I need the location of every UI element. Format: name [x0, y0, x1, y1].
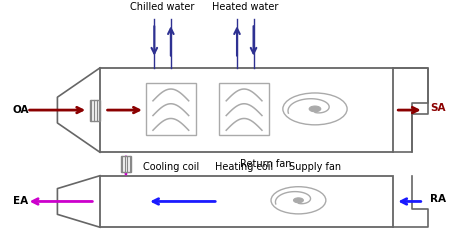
Text: Heating coil: Heating coil: [215, 162, 273, 172]
Text: SA: SA: [430, 103, 446, 113]
Text: RA: RA: [430, 194, 446, 204]
Text: Cooling coil: Cooling coil: [143, 162, 199, 172]
Text: OA: OA: [12, 105, 29, 115]
Bar: [121, 156, 131, 172]
Text: EA: EA: [12, 197, 27, 206]
Circle shape: [293, 198, 303, 203]
Text: Heated water: Heated water: [212, 2, 278, 12]
Text: Return fan: Return fan: [239, 159, 291, 169]
Circle shape: [309, 106, 321, 112]
Text: Supply fan: Supply fan: [289, 162, 341, 172]
Bar: [219, 83, 269, 135]
Bar: [100, 68, 393, 152]
Bar: [90, 99, 100, 121]
Text: Chilled water: Chilled water: [130, 2, 195, 12]
Bar: [100, 176, 393, 227]
Bar: [146, 83, 196, 135]
